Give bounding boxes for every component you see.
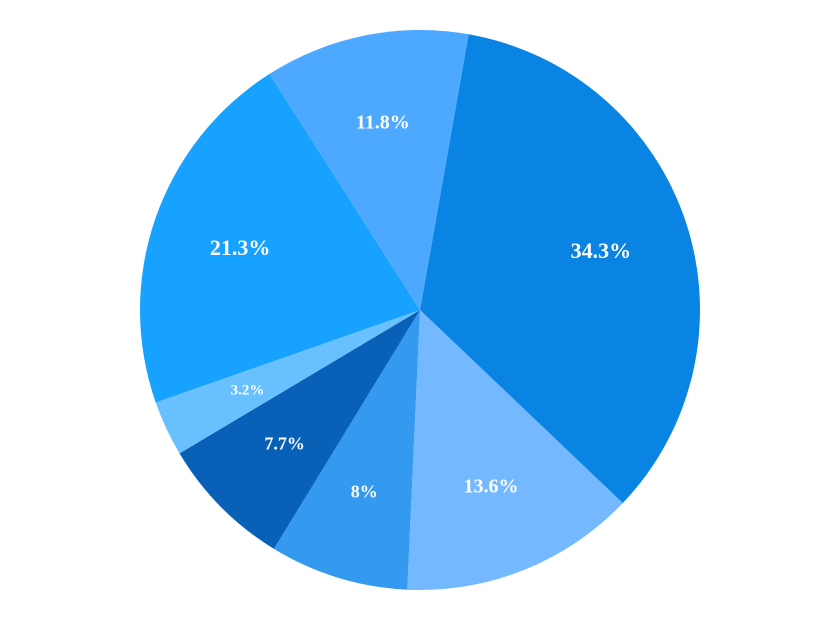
pie-chart: 34.3%13.6%8%7.7%3.2%21.3%11.8% (140, 30, 700, 590)
pie-svg (140, 30, 700, 590)
